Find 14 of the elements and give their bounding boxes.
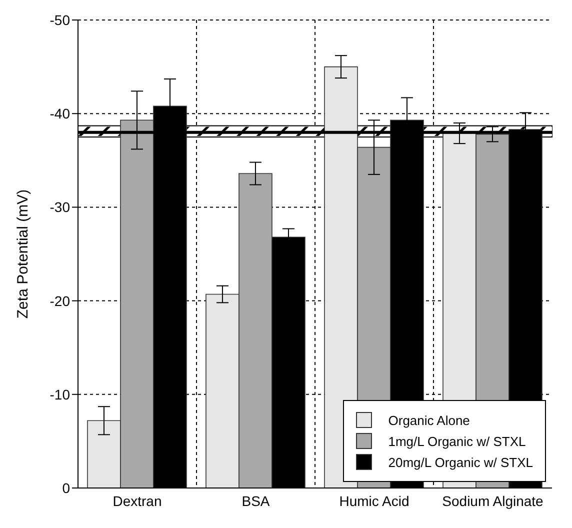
y-tick-label: -30 bbox=[50, 199, 70, 216]
x-tick-label: BSA bbox=[242, 492, 270, 509]
x-tick-label: Humic Acid bbox=[339, 492, 410, 509]
x-tick-label: Dextran bbox=[112, 492, 162, 509]
y-axis-title: Zeta Potential (mV) bbox=[14, 189, 32, 319]
x-tick-label: Sodium Alginate bbox=[442, 492, 544, 509]
y-tick-label: -20 bbox=[50, 292, 70, 309]
y-tick-label: -10 bbox=[50, 386, 70, 402]
y-tick-label: 0 bbox=[62, 480, 70, 496]
y-tick-label: -50 bbox=[50, 12, 70, 28]
y-tick-label: -40 bbox=[50, 106, 70, 122]
legend-label: 20mg/L Organic w/ STXL bbox=[388, 454, 533, 470]
legend-label: 1mg/L Organic w/ STXL bbox=[388, 434, 526, 448]
legend-label: Organic Alone bbox=[388, 412, 470, 428]
